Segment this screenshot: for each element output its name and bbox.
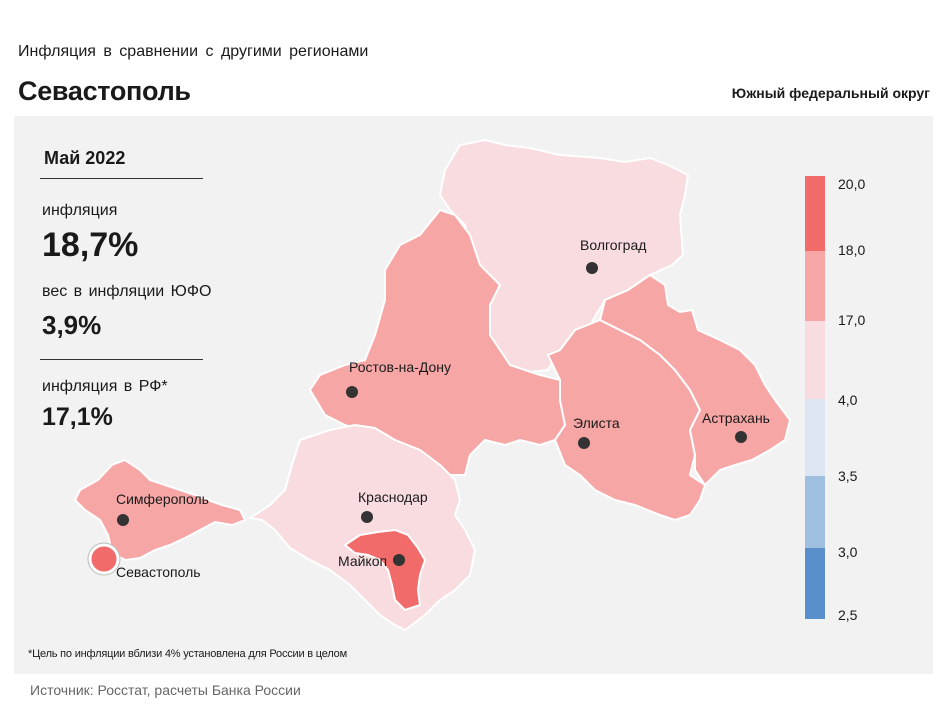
divider (40, 359, 203, 360)
inflation-label: инфляция (42, 202, 118, 219)
city-marker-krasnodar[interactable] (361, 511, 373, 523)
divider (40, 178, 203, 179)
city-marker-maikop[interactable] (393, 554, 405, 566)
sevastopol-marker-ring (87, 542, 121, 576)
legend-label-2: 17,0 (838, 312, 866, 328)
city-marker-volgograd[interactable] (586, 262, 598, 274)
district-label: Южный федеральный округ (731, 85, 930, 101)
inflation-value: 18,7% (42, 226, 139, 264)
city-label-rostov: Ростов-на-Дону (349, 359, 451, 375)
legend-label-1: 18,0 (838, 242, 866, 258)
city-label-astrakhan: Астрахань (702, 410, 770, 426)
rf-inflation-label: инфляция в РФ* (42, 378, 168, 395)
legend-label-5: 3,0 (838, 544, 858, 560)
legend-swatch-1 (805, 251, 825, 321)
city-label-simferopol: Симферополь (116, 491, 209, 507)
page-title: Севастополь (18, 76, 191, 106)
legend-swatch-4 (805, 476, 825, 548)
legend-label-6: 2,5 (838, 607, 858, 623)
region-rostov[interactable] (308, 208, 567, 476)
city-marker-astrakhan[interactable] (735, 431, 747, 443)
period-label: Май 2022 (44, 148, 126, 168)
city-label-elista: Элиста (573, 415, 620, 431)
city-marker-simferopol[interactable] (117, 514, 129, 526)
city-label-volgograd: Волгоград (580, 237, 646, 253)
legend-swatch-5 (805, 548, 825, 619)
color-legend (805, 176, 825, 619)
chart-subtitle: Инфляция в сравнении с другими регионами (18, 43, 369, 60)
region-adygea[interactable] (343, 528, 427, 612)
city-marker-sevastopol[interactable] (88, 543, 120, 575)
legend-label-0: 20,0 (838, 176, 866, 192)
city-marker-elista[interactable] (578, 437, 590, 449)
city-label-maikop: Майкоп (338, 553, 387, 569)
weight-label: вес в инфляции ЮФО (42, 283, 212, 300)
legend-swatch-3 (805, 399, 825, 476)
city-marker-rostov[interactable] (346, 386, 358, 398)
rf-inflation-value: 17,1% (42, 403, 113, 431)
legend-label-3: 4,0 (838, 392, 858, 408)
legend-label-4: 3,5 (838, 468, 858, 484)
weight-value: 3,9% (42, 310, 102, 340)
source-note: Источник: Росстат, расчеты Банка России (30, 682, 301, 698)
city-label-sevastopol: Севастополь (116, 564, 201, 580)
legend-swatch-2 (805, 321, 825, 399)
footnote: *Цель по инфляции вблизи 4% установлена … (28, 648, 347, 660)
legend-swatch-0 (805, 176, 825, 251)
region-crimea[interactable] (73, 458, 247, 562)
city-label-krasnodar: Краснодар (358, 489, 428, 505)
